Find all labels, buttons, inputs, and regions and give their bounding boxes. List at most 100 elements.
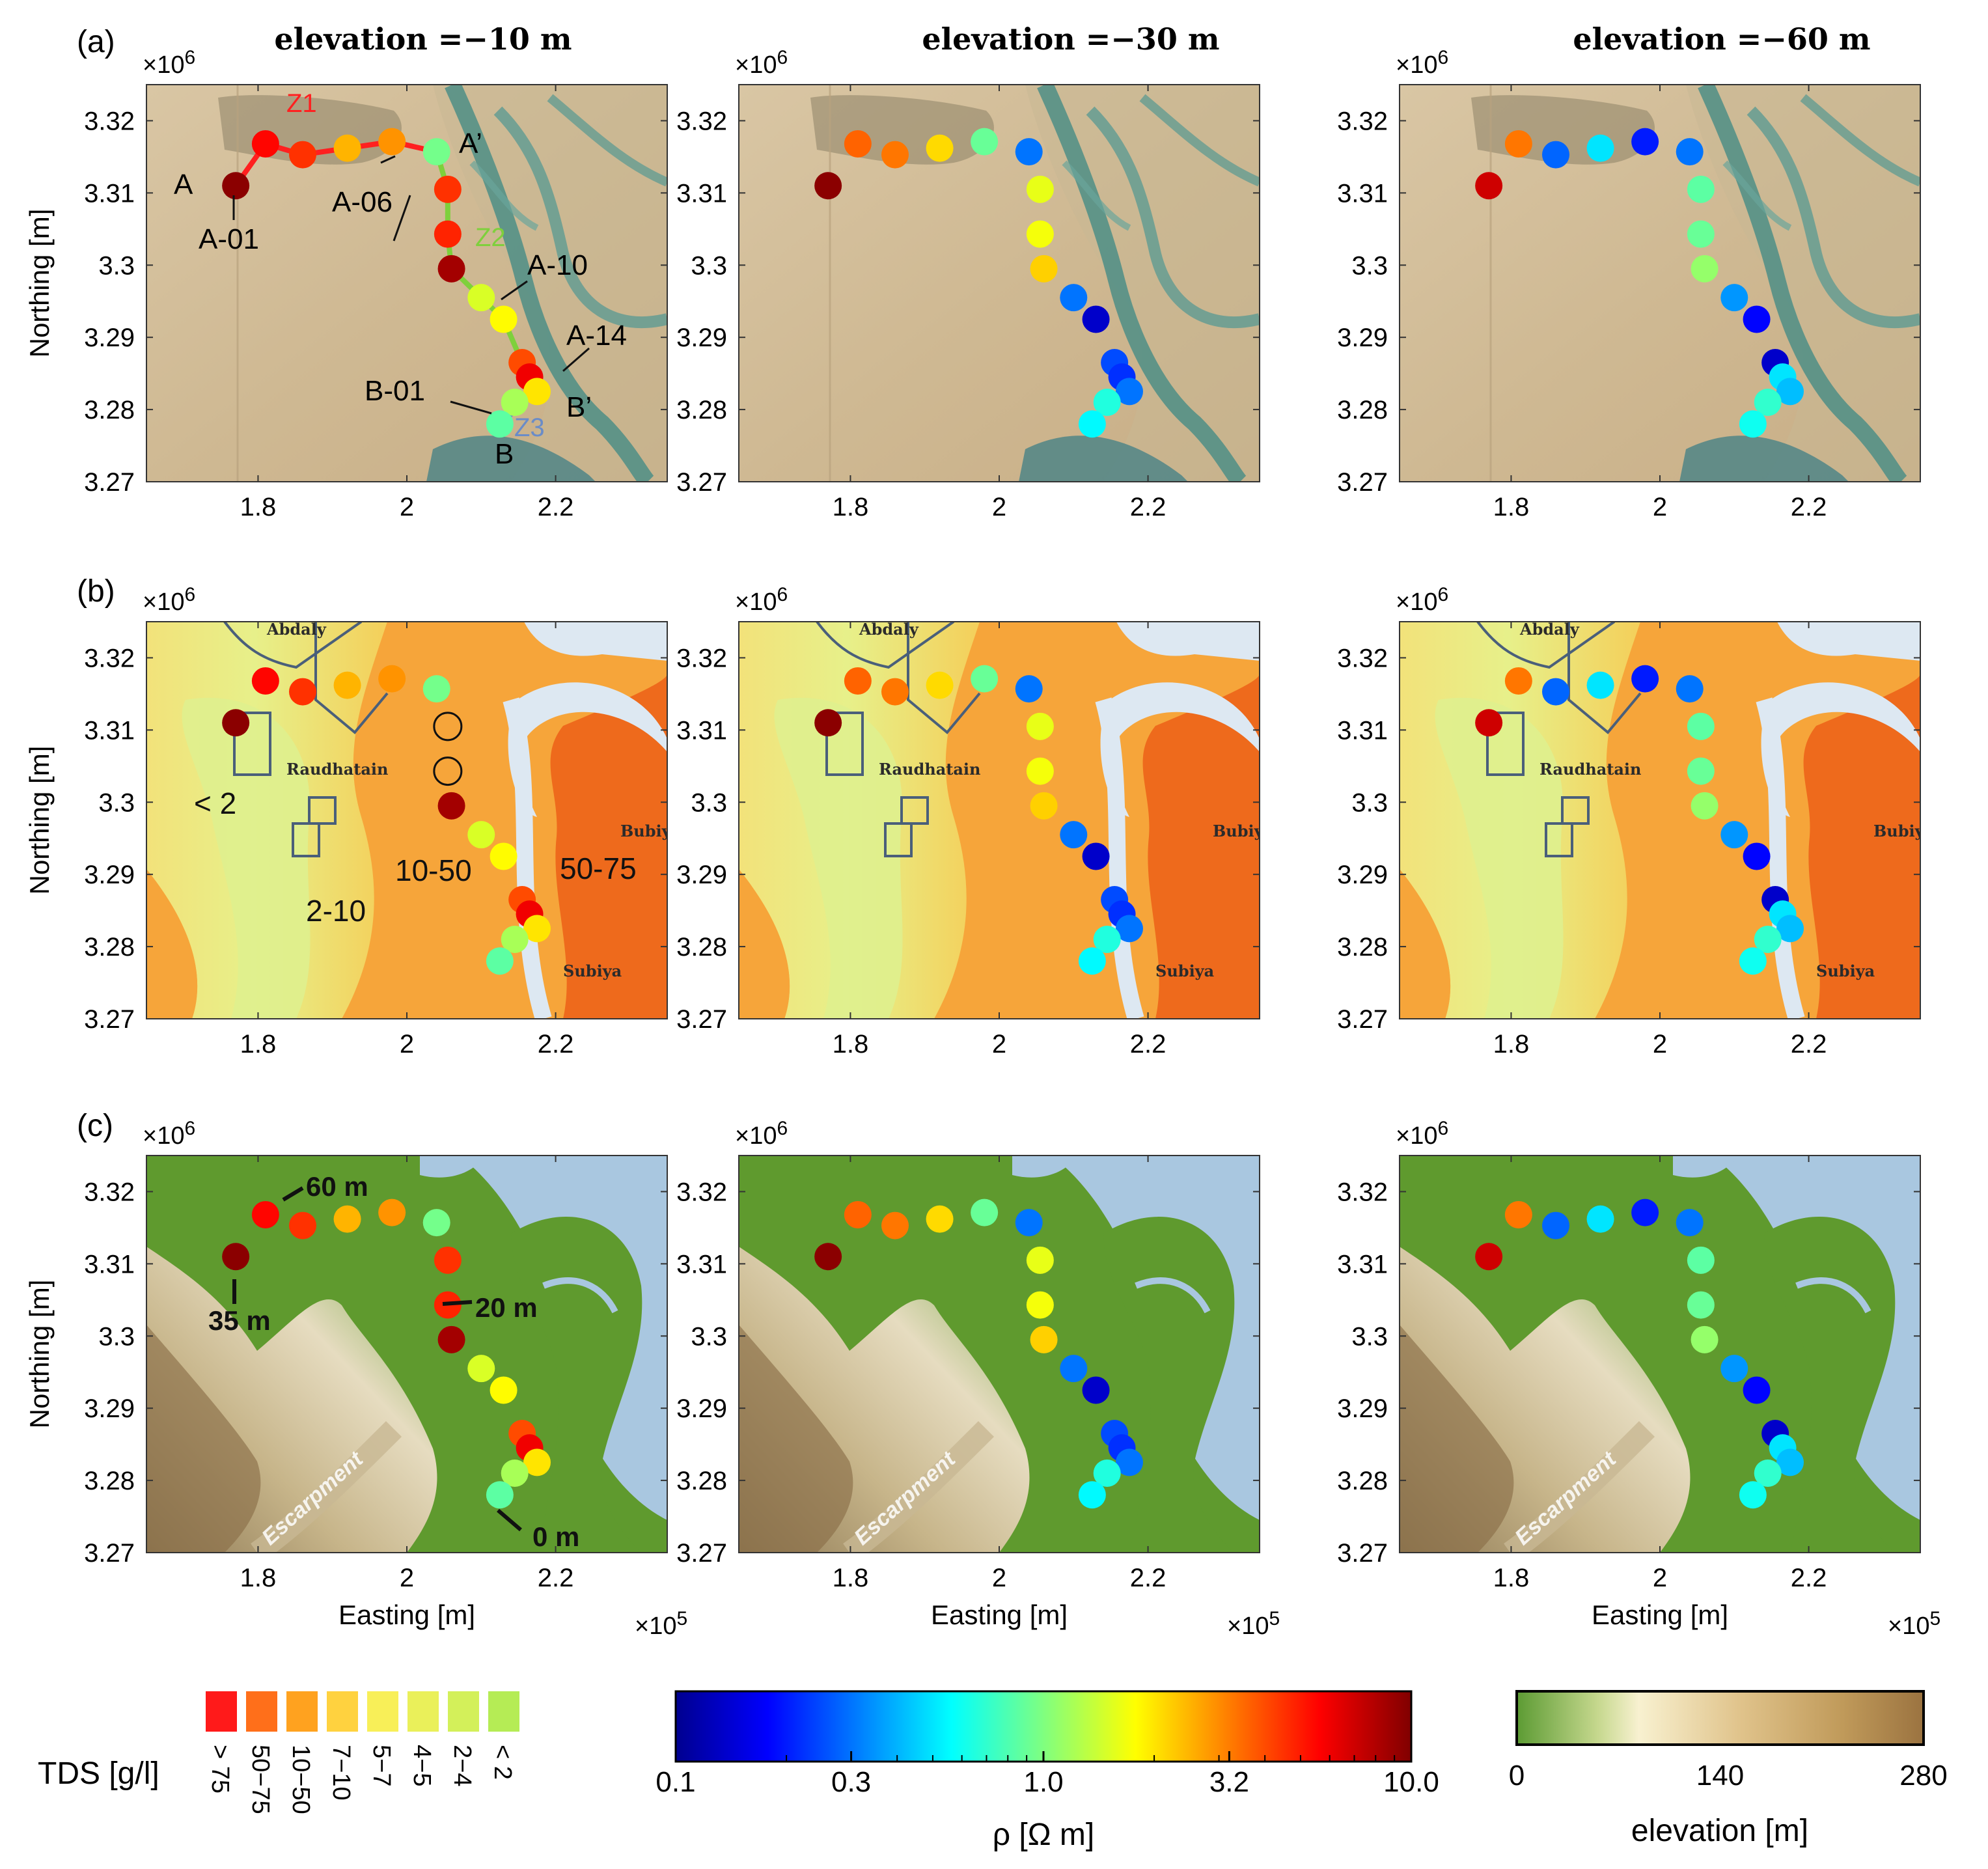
x-tick-label: 2 [1653,1030,1667,1059]
y-exponent-base: ×10 [143,1122,184,1150]
station-marker [251,1200,279,1228]
x-tick-label: 2 [992,493,1006,521]
y-tick-label: 3.32 [84,1178,135,1206]
elevation-tick-label: 280 [1899,1760,1947,1792]
tds-legend-class-label: 10−50 [287,1745,314,1814]
station-marker [1586,1205,1614,1233]
place-label-abdaly: Abdaly [859,620,919,639]
x-tick-label: 2.2 [1130,493,1167,521]
map-background [739,85,1260,482]
label-A: A [174,169,193,201]
station-marker [333,1205,361,1233]
station-marker [222,172,250,200]
label-A-06: A-06 [332,186,393,218]
y-tick-label: 3.31 [676,179,727,208]
y-tick-label: 3.27 [676,1539,727,1568]
y-exponent-power: 6 [777,584,788,605]
station-marker [437,792,465,820]
station-marker [422,675,450,703]
place-label-subiya: Subiya [1155,962,1214,980]
place-label-bubiya: Bubiya [1873,822,1934,840]
leader-line [501,280,528,301]
column-title-3: elevation =−60 m [1573,21,1870,57]
station-marker [251,667,279,695]
elevation-colorbar-ramp [1515,1690,1925,1746]
x-tick-label: 1.8 [240,1564,277,1592]
station-marker [1687,1291,1715,1319]
station-marker [1082,1376,1110,1404]
x-tick-label: 1.8 [240,493,277,521]
y-exponent: ×106 [143,1118,195,1150]
elev-35: 35 m [208,1305,271,1336]
station-marker [222,709,250,737]
place-label-abdaly: Abdaly [1519,620,1580,639]
map-background: Abdaly Raudhatain Bubiya Subiya [1400,620,1934,1019]
station-marker [1078,1481,1106,1509]
y-exponent-power: 6 [184,584,195,605]
y-tick-label: 3.29 [676,861,727,889]
station-marker [434,175,462,203]
x-tick-label: 1.8 [1493,1030,1530,1059]
x-tick-label: 1.8 [833,493,869,521]
y-tick-label: 3.31 [84,716,135,745]
tds-legend-swatch [367,1691,398,1732]
station-marker [1078,410,1106,438]
station-marker [1743,842,1771,870]
resistivity-tick-label: 10.0 [1383,1766,1439,1798]
tds-legend-swatch [448,1691,479,1732]
station-marker [1116,378,1143,406]
y-exponent-base: ×10 [735,51,777,79]
x-exponent: ×105 [1227,1608,1280,1640]
y-tick-label: 3.29 [84,861,135,889]
x-tick-label: 2 [992,1030,1006,1059]
y-exponent-power: 6 [777,47,788,68]
tds-legend-class-label: 5−7 [368,1745,395,1786]
y-tick-label: 3.3 [691,788,727,817]
station-marker [844,1200,872,1228]
station-marker [523,1448,551,1476]
y-exponent: ×106 [1396,1118,1448,1150]
station-marker [1720,821,1748,849]
y-exponent-base: ×10 [735,588,777,616]
y-tick-label: 3.3 [1351,788,1388,817]
station-marker [501,1460,529,1487]
y-exponent-power: 6 [1437,47,1448,68]
station-marker [490,842,518,870]
y-tick-label: 3.29 [1337,1394,1388,1423]
tds-legend-swatch [407,1691,439,1732]
station-marker [814,709,842,737]
label-A-prime: A’ [459,128,482,159]
elevation-tick-label: 0 [1509,1760,1525,1792]
place-label-bubiya: Bubiya [620,822,681,840]
elevation-colorbar-label: elevation [m] [1631,1814,1808,1848]
station-marker [1015,1209,1043,1237]
station-marker [490,1376,518,1404]
tds-zone-label: 2-10 [306,894,366,928]
column-title-2: elevation =−30 m [922,21,1219,57]
station-marker [1776,915,1804,943]
x-tick-label: 1.8 [833,1030,869,1059]
station-marker [1776,1448,1804,1476]
station-marker [1504,667,1532,695]
station-marker [814,1243,842,1271]
station-marker [1078,947,1106,975]
y-tick-label: 3.32 [1337,644,1388,672]
tds-legend-title: TDS [g/l] [38,1756,159,1791]
tds-legend-swatch [327,1691,358,1732]
y-exponent-power: 6 [184,1118,195,1139]
station-marker [844,667,872,695]
elevation-tick-label: 140 [1696,1760,1744,1792]
y-tick-label: 3.27 [1337,1005,1388,1034]
map-panels: 3.323.313.33.293.283.271.8 2 2.2×106Northi… [24,47,1940,1640]
y-exponent-power: 6 [777,1118,788,1139]
station-marker [1631,665,1659,693]
station-marker [1030,792,1058,820]
y-tick-label: 3.28 [1337,396,1388,424]
label-Z3: Z3 [514,413,545,442]
place-label-subiya: Subiya [563,962,622,980]
tds-legend-swatch [488,1691,519,1732]
map-panel-r1-c3: 3.32 3.31 3.3 3.29 3.28 3.27 1.8 2 2.2 ×106 [1337,47,1921,521]
x-axis-label: Easting [m] [931,1599,1068,1630]
map-panel-r2-c2: Abdaly Raudhatain Bubiya Subiya 3.32 3.31 3.3 3… [676,584,1260,1059]
